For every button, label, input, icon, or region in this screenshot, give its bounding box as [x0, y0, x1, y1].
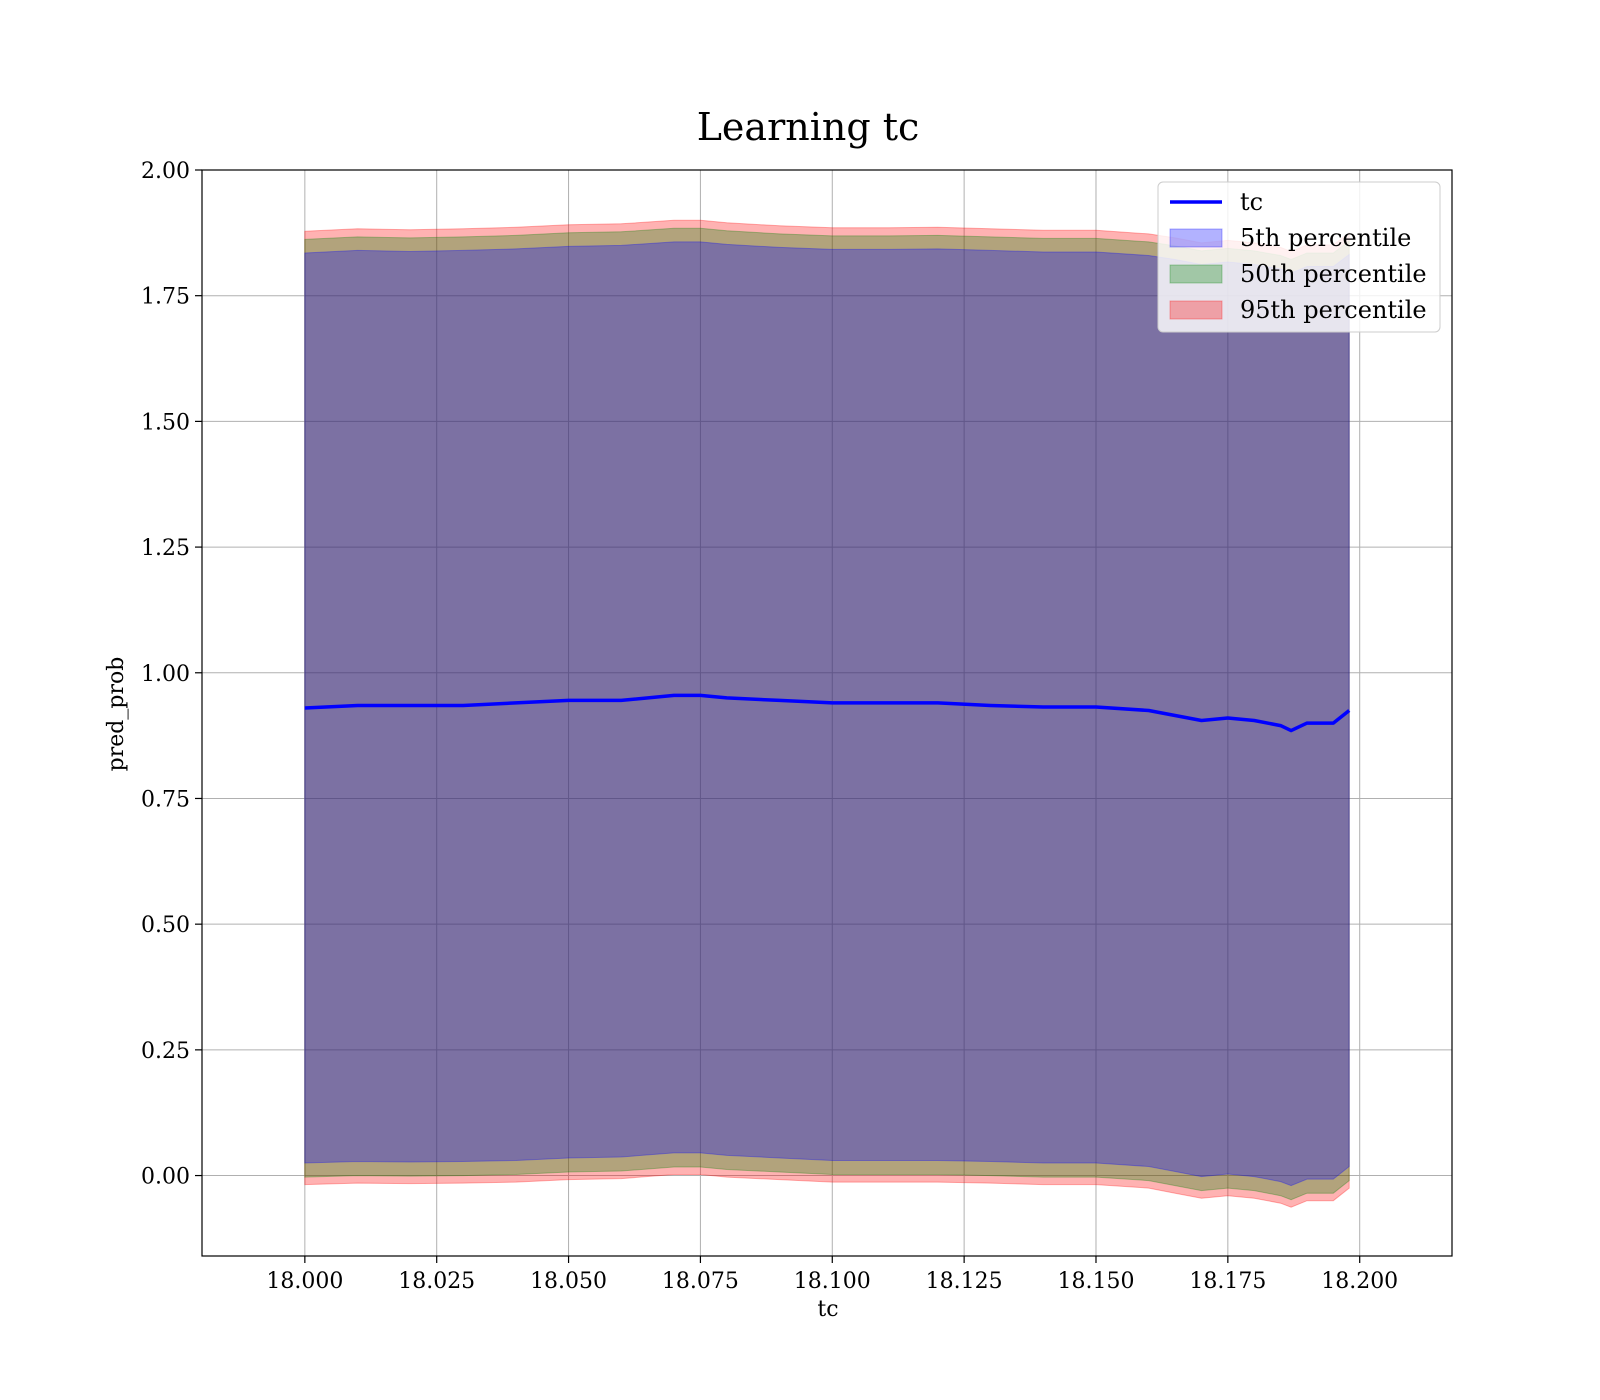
line-tc: [304, 693, 1351, 733]
x-axis-label: tc: [817, 1297, 838, 1322]
legend-label-5th-percentile: 5th percentile: [1240, 224, 1411, 252]
legend-label-95th-percentile: 95th percentile: [1240, 296, 1427, 324]
legend-swatch-95th-percentile: [1169, 300, 1223, 320]
band-50th-percentile: [304, 227, 1350, 1201]
y-tick-label: 2.00: [141, 159, 190, 184]
x-tick-label: 18.075: [662, 1269, 739, 1294]
x-tick-label: 18.125: [926, 1269, 1003, 1294]
percentile-bands: [304, 219, 1350, 1208]
y-tick-label: 1.75: [141, 285, 190, 310]
legend-swatch-50th-percentile: [1169, 264, 1223, 284]
x-tick-label: 18.025: [398, 1269, 475, 1294]
x-tick-label: 18.175: [1189, 1269, 1266, 1294]
y-tick-label: 0.00: [141, 1165, 190, 1190]
y-tick-label: 1.00: [141, 662, 190, 687]
legend: tc 5th percentile 50th percentile 95th perc…: [1157, 181, 1441, 333]
legend-label-tc: tc: [1240, 188, 1263, 216]
x-tick-label: 18.200: [1321, 1269, 1398, 1294]
y-tick-label: 1.25: [141, 536, 190, 561]
x-tick-label: 18.100: [794, 1269, 871, 1294]
band-95th-percentile: [304, 219, 1350, 1208]
plot-frame: [201, 169, 1453, 1257]
legend-swatch-5th-percentile: [1169, 228, 1223, 248]
band-5th-percentile: [304, 241, 1350, 1187]
y-tick-label: 0.25: [141, 1039, 190, 1064]
x-tick-label: 18.150: [1057, 1269, 1134, 1294]
grid: [202, 169, 1452, 1256]
y-tick-label: 0.75: [141, 787, 190, 812]
legend-label-50th-percentile: 50th percentile: [1240, 260, 1427, 288]
chart-title: Learning tc: [697, 105, 920, 149]
series-lines: [304, 693, 1351, 733]
y-axis-ticks: 0.00 0.25 0.50 0.75 1.00 1.25 1.50 1.75 2.00: [141, 159, 202, 1190]
y-tick-label: 0.50: [141, 913, 190, 938]
x-axis-ticks: 18.000 18.025 18.050 18.075 18.100 18.125 18.1…: [266, 1256, 1398, 1294]
y-axis-label: pred_prob: [104, 657, 129, 772]
y-tick-label: 1.50: [141, 410, 190, 435]
x-tick-label: 18.050: [530, 1269, 607, 1294]
legend-box: [1157, 181, 1441, 333]
x-tick-label: 18.000: [266, 1269, 343, 1294]
